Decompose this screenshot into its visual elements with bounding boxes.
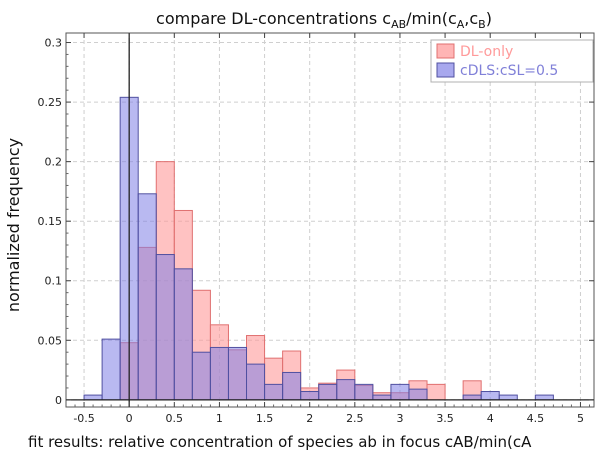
histogram-bar [264, 383, 284, 401]
plot-frame [65, 32, 595, 408]
histogram-bar [101, 338, 121, 401]
legend-label-cdls: cDLS:cSL=0.5 [460, 63, 558, 79]
x-tick-label: 3.5 [436, 412, 454, 425]
histogram-bar [246, 363, 266, 401]
x-tick-label: 2.5 [346, 412, 364, 425]
legend-label-dl-only: DL-only [460, 44, 513, 60]
histogram-bar [282, 371, 302, 401]
histogram-bar [498, 394, 518, 401]
histogram-bar [408, 388, 428, 401]
x-tick-label: 2 [306, 412, 313, 425]
chart-legend: DL-only cDLS:cSL=0.5 [430, 39, 594, 83]
histogram-bar [372, 394, 392, 401]
histogram-bar [534, 394, 554, 401]
histogram-bar [209, 346, 229, 401]
histogram-bar [426, 383, 446, 401]
x-tick-label: 5 [577, 412, 584, 425]
histogram-bar [173, 268, 193, 401]
histogram-bar [462, 394, 482, 401]
legend-swatch-dl-only [436, 43, 455, 59]
x-tick-label: 4 [487, 412, 494, 425]
x-tick-label: 4.5 [527, 412, 545, 425]
y-tick-label: 0.3 [45, 37, 63, 50]
histogram-bar [390, 383, 410, 401]
histogram-bars [83, 96, 554, 401]
x-axis-ticks: -0.5 0 0.5 1 1.5 2 2.5 3 3.5 4 4.5 5 [73, 33, 590, 425]
histogram-bar [300, 391, 320, 401]
histogram-bar [354, 383, 374, 401]
histogram-bar [318, 383, 338, 401]
x-tick-label: 3 [396, 412, 403, 425]
histogram-bar [83, 394, 103, 401]
y-tick-label: 0.2 [45, 156, 63, 169]
y-axis-label: normalized frequency [4, 138, 23, 312]
legend-swatch-cdls [436, 62, 455, 78]
histogram-bar [336, 379, 356, 401]
x-tick-label: 0.5 [166, 412, 184, 425]
series-1-bars [83, 96, 554, 401]
y-tick-label: 0.25 [38, 96, 63, 109]
x-tick-label: 1.5 [256, 412, 274, 425]
y-tick-label: 0 [55, 394, 62, 407]
y-tick-label: 0.1 [45, 275, 63, 288]
x-tick-label: 0 [126, 412, 133, 425]
histogram-bar [155, 254, 175, 401]
legend-box [430, 39, 594, 83]
histogram-bar [227, 346, 248, 401]
y-tick-label: 0.05 [38, 334, 63, 347]
x-tick-label: -0.5 [73, 412, 94, 425]
histogram-bar [480, 391, 500, 401]
x-tick-label: 1 [216, 412, 223, 425]
y-tick-label: 0.15 [38, 215, 63, 228]
chart-title: compare DL-concentrations cAB/min(cA,cB) [156, 9, 492, 31]
histogram-bar [191, 351, 211, 401]
histogram-bar [137, 193, 157, 401]
x-axis-label: fit results: relative concentration of s… [28, 433, 532, 451]
y-axis-ticks: 0 0.05 0.1 0.15 0.2 0.25 0.3 [38, 37, 594, 407]
plot-axes [65, 32, 595, 408]
